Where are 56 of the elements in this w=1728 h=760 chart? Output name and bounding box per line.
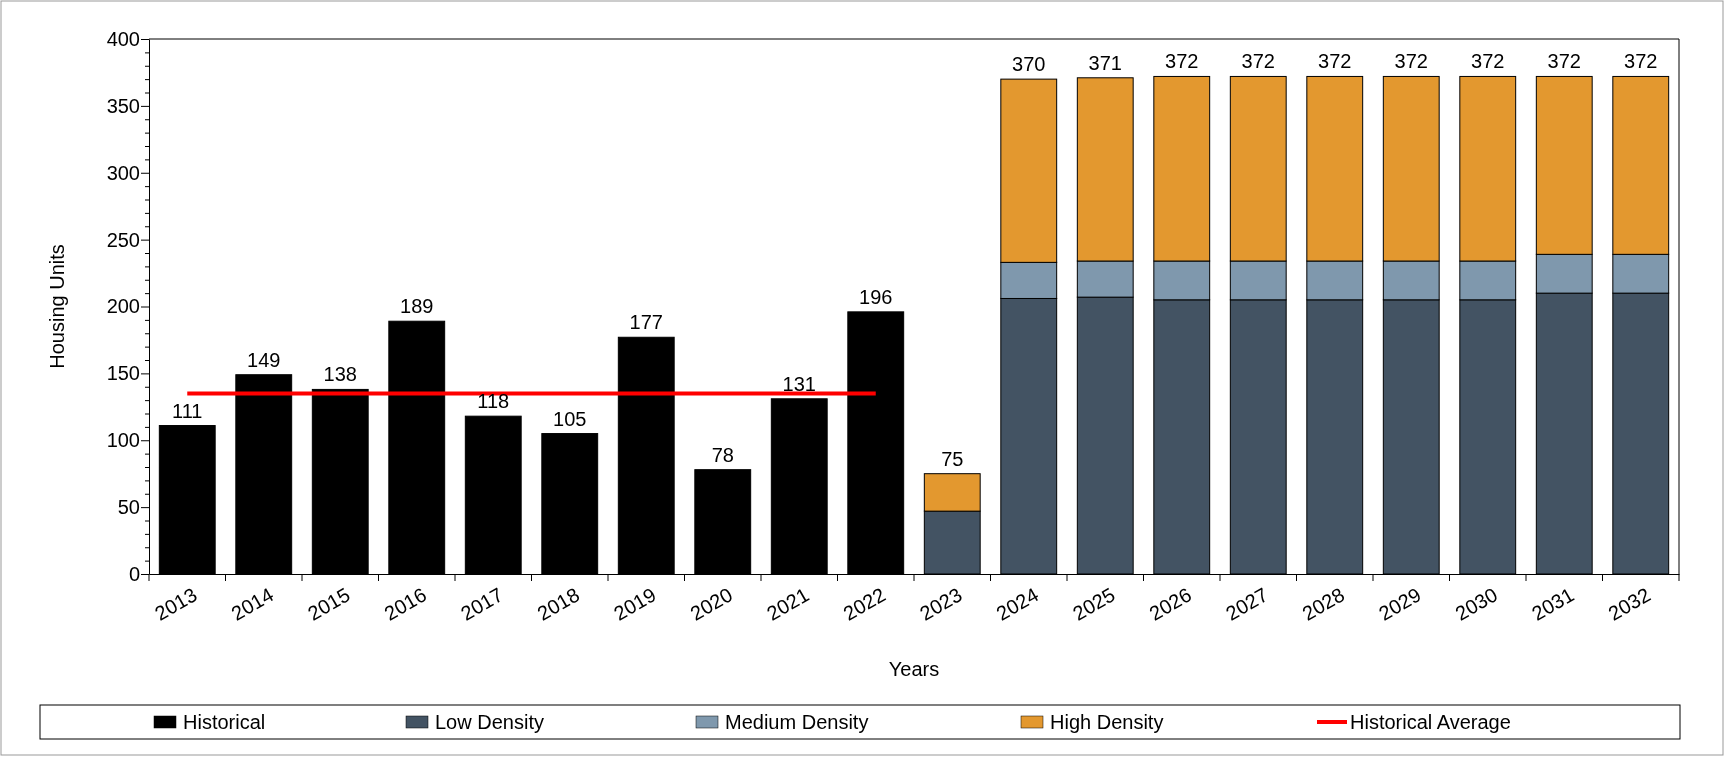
y-tick-label: 0 xyxy=(128,562,140,585)
total-label: 196 xyxy=(859,285,893,308)
x-tick-label: 2023 xyxy=(916,583,966,625)
legend-label: High Density xyxy=(1050,711,1164,733)
x-tick-label: 2032 xyxy=(1604,583,1655,625)
x-tick-label: 2024 xyxy=(992,583,1043,625)
total-label: 372 xyxy=(1318,50,1352,73)
x-tick-label: 2021 xyxy=(763,583,813,625)
x-tick-label: 2014 xyxy=(227,583,278,625)
x-tick-label: 2017 xyxy=(457,583,507,625)
x-tick-label: 2022 xyxy=(839,583,890,625)
legend-label: Low Density xyxy=(435,711,544,733)
total-label: 371 xyxy=(1088,51,1122,74)
x-tick-label: 2027 xyxy=(1222,583,1272,625)
total-label: 372 xyxy=(1165,50,1199,73)
total-label: 149 xyxy=(247,348,281,371)
y-tick-label: 150 xyxy=(106,362,140,385)
y-tick-label: 300 xyxy=(106,161,140,184)
total-label: 370 xyxy=(1012,53,1046,76)
total-label: 78 xyxy=(711,443,734,466)
total-label: 372 xyxy=(1394,50,1428,73)
x-tick-label: 2018 xyxy=(533,583,584,625)
x-tick-label: 2029 xyxy=(1375,583,1425,625)
x-tick-label: 2015 xyxy=(304,583,354,625)
total-label: 75 xyxy=(941,447,964,470)
y-axis-title: Housing Units xyxy=(46,244,68,369)
total-label: 177 xyxy=(629,311,663,334)
total-label: 131 xyxy=(782,372,816,395)
y-tick-label: 250 xyxy=(106,228,140,251)
x-tick-label: 2013 xyxy=(151,583,201,625)
legend-label: Historical Average xyxy=(1350,711,1511,733)
y-tick-label: 200 xyxy=(106,295,140,318)
total-label: 372 xyxy=(1471,50,1505,73)
legend-label: Historical xyxy=(183,711,266,733)
total-label: 118 xyxy=(477,390,510,413)
x-tick-label: 2028 xyxy=(1298,583,1349,625)
x-tick-label: 2026 xyxy=(1145,583,1196,625)
total-label: 105 xyxy=(553,407,587,430)
x-tick-label: 2019 xyxy=(610,583,660,625)
legend-label: Medium Density xyxy=(725,711,869,733)
total-label: 189 xyxy=(400,295,434,318)
y-tick-label: 400 xyxy=(106,27,140,50)
x-tick-label: 2016 xyxy=(380,583,431,625)
x-axis-title: Years xyxy=(888,658,940,680)
y-tick-label: 350 xyxy=(106,94,140,117)
total-label: 372 xyxy=(1624,50,1658,73)
total-label: 111 xyxy=(172,399,203,422)
total-label: 138 xyxy=(323,363,357,386)
y-tick-label: 100 xyxy=(106,429,140,452)
y-tick-label: 50 xyxy=(117,496,140,519)
x-tick-label: 2020 xyxy=(686,583,737,625)
total-label: 372 xyxy=(1241,50,1275,73)
total-label: 372 xyxy=(1547,50,1581,73)
x-tick-label: 2025 xyxy=(1069,583,1119,625)
x-tick-label: 2030 xyxy=(1451,583,1502,625)
x-tick-label: 2031 xyxy=(1528,583,1578,625)
